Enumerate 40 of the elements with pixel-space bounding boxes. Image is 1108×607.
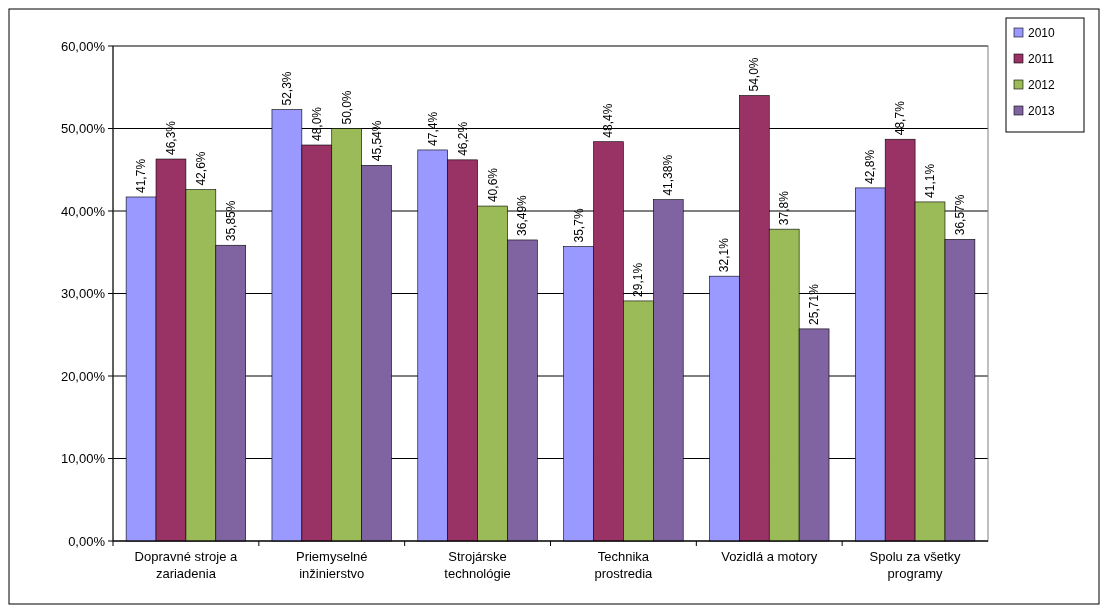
data-label: 48,0% [309, 106, 324, 141]
data-label: 50,0% [339, 90, 354, 125]
data-label: 54,0% [747, 57, 762, 92]
y-tick-label: 60,00% [60, 38, 106, 54]
data-label: 37,8% [777, 190, 792, 226]
x-tick-label: Priemyselné inžinierstvo [295, 549, 368, 581]
legend-label: 2011 [1028, 52, 1055, 67]
y-tick-label: 10,00% [60, 451, 106, 467]
data-label: 41,7% [134, 158, 149, 193]
data-label: 42,6% [193, 151, 208, 186]
y-tick-label: 20,00% [60, 368, 106, 384]
data-label: 41,1% [923, 163, 938, 198]
y-tick-label: 40,00% [60, 203, 106, 219]
data-label: 48,4% [601, 103, 616, 138]
data-label: 47,4% [425, 111, 440, 146]
data-label: 52,3% [279, 71, 294, 106]
legend-label: 2013 [1028, 104, 1056, 119]
x-tick-label: Dopravné stroje a zariadenia [134, 549, 238, 581]
data-label: 46,2% [455, 121, 470, 156]
x-tick-label: Technika prostredia [594, 549, 654, 581]
x-tick-label: Spolu za všetky programy [869, 549, 962, 581]
x-tick-label: Vozidlá a motory [721, 549, 818, 564]
data-label: 36,57% [952, 194, 967, 236]
data-label: 29,1% [631, 262, 646, 297]
x-tick-label: Strojárske technológie [444, 549, 511, 581]
data-label: 41,38% [661, 154, 676, 196]
data-label: 25,71% [807, 283, 822, 325]
data-label: 42,8% [863, 149, 878, 184]
data-label: 45,54% [369, 120, 384, 162]
data-label: 48,7% [893, 100, 908, 136]
data-label: 32,1% [717, 237, 732, 273]
y-tick-label: 50,00% [60, 121, 106, 137]
data-label: 36,49% [515, 194, 530, 236]
data-label: 35,85% [223, 200, 238, 242]
legend-label: 2012 [1028, 78, 1056, 93]
y-tick-label: 0,00% [68, 533, 106, 549]
data-label: 40,6% [485, 167, 500, 203]
data-label: 35,7% [571, 208, 586, 243]
legend-label: 2010 [1028, 26, 1056, 41]
y-tick-label: 30,00% [60, 286, 106, 302]
